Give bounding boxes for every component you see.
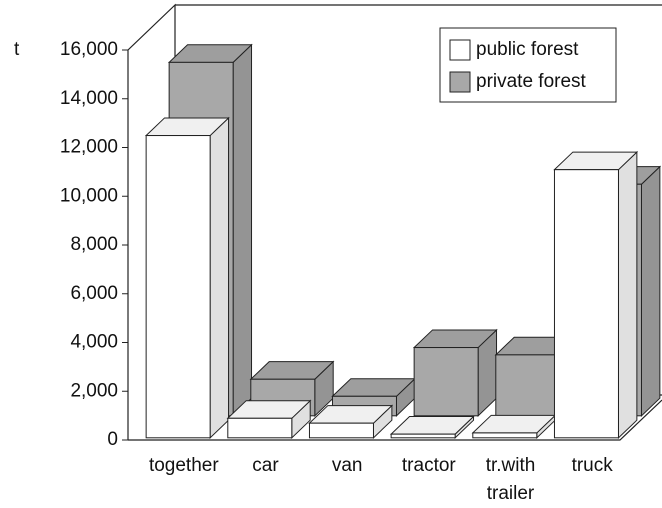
y-tick-label: 16,000 [60, 39, 118, 60]
y-tick-label: 12,000 [60, 137, 118, 158]
bar [226, 399, 312, 439]
x-tick-label: together [149, 455, 219, 476]
y-tick-label: 6,000 [70, 283, 118, 304]
bar-front [472, 432, 538, 439]
bar-front [308, 422, 374, 439]
legend-swatch [449, 39, 471, 61]
x-tick-label: tractor [402, 455, 457, 476]
bar-front [390, 433, 456, 439]
y-axis-label: t [14, 39, 20, 60]
bar-front [145, 135, 211, 439]
bar-side [209, 116, 230, 439]
y-tick-label: 0 [107, 429, 118, 450]
bar-front [495, 354, 561, 417]
x-tick-label: truck [572, 455, 614, 476]
bar-side [617, 150, 638, 439]
bar [389, 415, 475, 439]
legend-label: public forest [476, 39, 579, 60]
bar-side [232, 43, 253, 417]
bar [553, 150, 639, 439]
bar [412, 328, 498, 417]
legend: public forest private forest [439, 27, 617, 103]
bar [144, 116, 230, 439]
bar-front [227, 417, 293, 439]
legend-swatch [449, 71, 471, 93]
bar-front [413, 347, 479, 417]
y-tick-label: 8,000 [70, 234, 118, 255]
y-tick-label: 2,000 [70, 380, 118, 401]
x-tick-label: car [252, 455, 279, 476]
legend-label: private forest [476, 71, 587, 92]
y-tick-label: 4,000 [70, 332, 118, 353]
y-tick-label: 10,000 [60, 185, 118, 206]
bar-side [640, 165, 661, 417]
bar [308, 404, 394, 439]
x-tick-label: van [332, 455, 363, 476]
x-tick-label: tr.with trailer [486, 455, 536, 504]
bar-front [553, 169, 619, 439]
bar [471, 414, 557, 439]
y-tick-label: 14,000 [60, 88, 118, 109]
